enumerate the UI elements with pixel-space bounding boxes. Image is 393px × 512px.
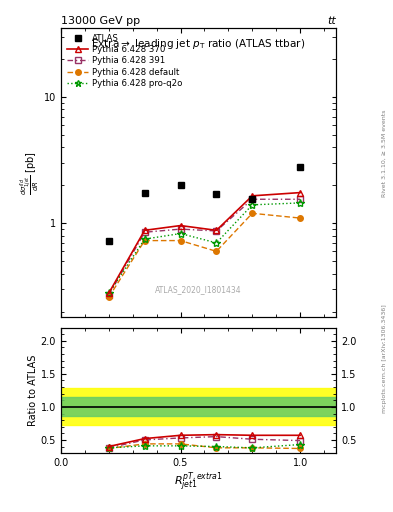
Text: Extra$\rightarrow$ leading jet $p_{\rm T}$ ratio (ATLAS ttbar): Extra$\rightarrow$ leading jet $p_{\rm T… bbox=[92, 37, 305, 51]
Legend: ATLAS, Pythia 6.428 370, Pythia 6.428 391, Pythia 6.428 default, Pythia 6.428 pr: ATLAS, Pythia 6.428 370, Pythia 6.428 39… bbox=[65, 32, 184, 90]
Y-axis label: $\frac{d\sigma^{fid}_{1jet}}{dR}$ [pb]: $\frac{d\sigma^{fid}_{1jet}}{dR}$ [pb] bbox=[18, 151, 41, 195]
ATLAS bbox=[107, 238, 111, 244]
ATLAS bbox=[298, 164, 303, 170]
ATLAS bbox=[214, 191, 219, 197]
Text: 13000 GeV pp: 13000 GeV pp bbox=[61, 16, 140, 26]
X-axis label: $R_{jet1}^{pT,extra1}$: $R_{jet1}^{pT,extra1}$ bbox=[174, 471, 223, 494]
Y-axis label: Ratio to ATLAS: Ratio to ATLAS bbox=[28, 355, 38, 426]
Bar bbox=[61, 397, 336, 416]
Line: ATLAS: ATLAS bbox=[105, 163, 304, 245]
ATLAS bbox=[142, 189, 147, 196]
Text: tt: tt bbox=[327, 16, 336, 26]
ATLAS bbox=[178, 182, 183, 188]
Bar bbox=[61, 389, 336, 425]
Text: ATLAS_2020_I1801434: ATLAS_2020_I1801434 bbox=[155, 285, 242, 294]
Text: mcplots.cern.ch [arXiv:1306.3436]: mcplots.cern.ch [arXiv:1306.3436] bbox=[382, 304, 387, 413]
ATLAS bbox=[250, 196, 255, 202]
Text: Rivet 3.1.10, ≥ 3.5M events: Rivet 3.1.10, ≥ 3.5M events bbox=[382, 110, 387, 197]
